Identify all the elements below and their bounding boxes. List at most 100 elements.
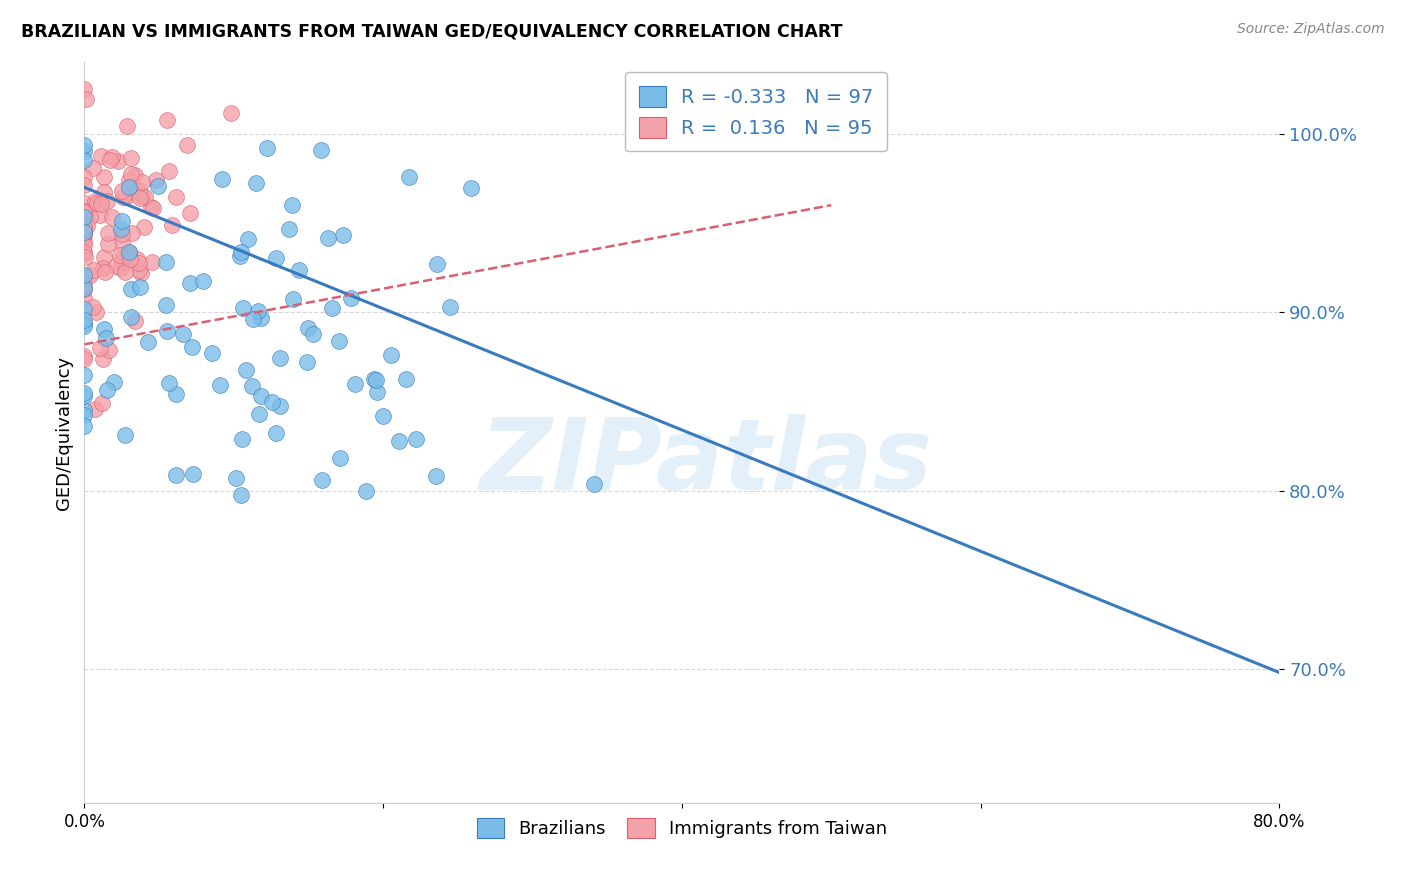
Point [354, 484, 377, 499]
Point [73, 225, 96, 239]
Point [179, 205, 201, 219]
Point [129, 266, 152, 280]
Point [250, 311, 273, 326]
Point [128, 183, 150, 197]
Point [136, 334, 159, 349]
Point [76, 219, 98, 234]
Point [111, 184, 134, 198]
Point [73, 409, 96, 423]
Point [111, 213, 134, 227]
Point [91, 396, 114, 410]
Point [340, 291, 363, 305]
Point [73, 226, 96, 240]
Point [309, 143, 332, 157]
Point [328, 334, 350, 348]
Point [73, 403, 96, 417]
Point [73, 205, 96, 219]
Point [343, 377, 366, 392]
Point [321, 301, 343, 316]
Point [73, 224, 96, 238]
Point [96, 331, 118, 345]
Point [79, 268, 101, 282]
Point [125, 252, 148, 267]
Point [120, 282, 142, 296]
Point [73, 389, 96, 403]
Point [82, 161, 104, 175]
Point [228, 249, 250, 263]
Point [93, 265, 115, 279]
Point [179, 276, 201, 290]
Point [269, 399, 291, 413]
Point [128, 263, 150, 277]
Point [121, 227, 143, 241]
Legend: Brazilians, Immigrants from Taiwan: Brazilians, Immigrants from Taiwan [470, 811, 894, 846]
Point [114, 428, 136, 442]
Point [73, 228, 96, 243]
Point [165, 189, 187, 203]
Point [73, 291, 96, 305]
Point [141, 200, 163, 214]
Point [426, 257, 449, 271]
Point [134, 190, 156, 204]
Point [84, 401, 107, 416]
Point [225, 470, 247, 484]
Point [108, 248, 131, 262]
Point [93, 185, 115, 199]
Point [107, 154, 129, 169]
Text: BRAZILIAN VS IMMIGRANTS FROM TAIWAN GED/EQUIVALENCY CORRELATION CHART: BRAZILIAN VS IMMIGRANTS FROM TAIWAN GED/… [21, 22, 842, 40]
Point [73, 144, 96, 158]
Point [73, 283, 96, 297]
Point [83, 263, 105, 277]
Point [73, 281, 96, 295]
Point [90, 149, 112, 163]
Point [73, 312, 96, 326]
Point [128, 256, 150, 270]
Point [405, 433, 427, 447]
Point [240, 378, 263, 392]
Point [97, 343, 120, 357]
Point [115, 190, 138, 204]
Point [201, 346, 224, 360]
Point [155, 298, 177, 312]
Point [86, 196, 108, 211]
Point [131, 189, 153, 203]
Point [219, 105, 242, 120]
Point [242, 312, 264, 326]
Point [155, 255, 177, 269]
Point [73, 419, 96, 434]
Point [73, 268, 96, 282]
Point [236, 232, 259, 246]
Point [371, 409, 394, 424]
Point [73, 368, 96, 382]
Point [84, 304, 107, 318]
Point [363, 372, 385, 386]
Point [120, 310, 142, 324]
Point [73, 238, 96, 252]
Point [73, 273, 96, 287]
Point [73, 349, 96, 363]
Point [93, 250, 115, 264]
Point [73, 82, 96, 96]
Point [73, 352, 96, 367]
Point [73, 137, 96, 152]
Point [281, 292, 304, 306]
Point [73, 178, 96, 192]
Point [364, 373, 387, 387]
Point [256, 141, 278, 155]
Point [101, 150, 124, 164]
Point [93, 322, 115, 336]
Point [329, 451, 352, 466]
Point [269, 351, 291, 366]
Point [83, 194, 105, 209]
Point [93, 351, 115, 366]
Point [380, 348, 402, 362]
Point [112, 250, 135, 264]
Point [73, 204, 96, 219]
Point [141, 255, 163, 269]
Point [73, 221, 96, 235]
Point [281, 198, 304, 212]
Point [235, 363, 257, 377]
Point [124, 168, 146, 182]
Point [439, 300, 461, 314]
Point [110, 222, 132, 236]
